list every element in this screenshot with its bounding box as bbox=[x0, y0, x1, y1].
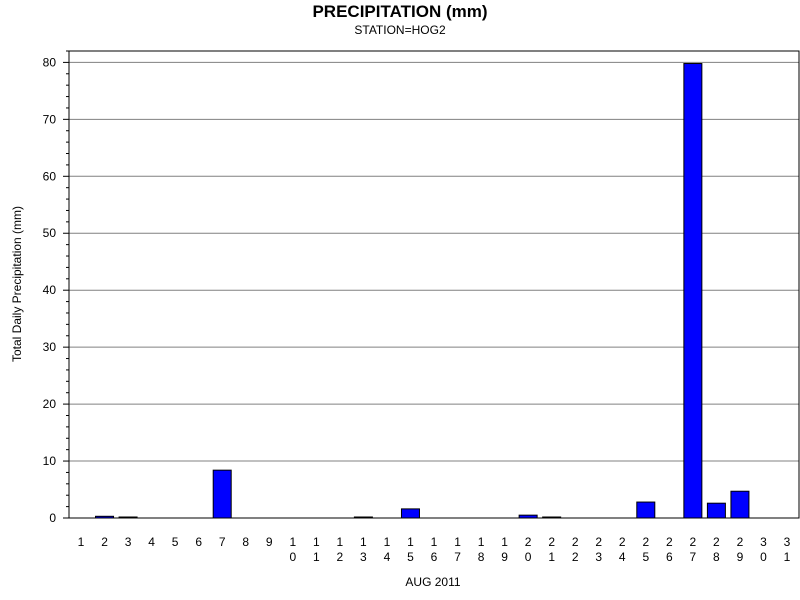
x-tick-label: 9 bbox=[266, 535, 273, 549]
y-tick-label: 60 bbox=[43, 169, 57, 183]
y-tick-label: 20 bbox=[43, 397, 57, 411]
plot-area-frame bbox=[68, 50, 800, 519]
bar-day-29 bbox=[730, 490, 750, 519]
x-tick-label: 3 bbox=[125, 535, 132, 549]
chart-subtitle: STATION=HOG2 bbox=[354, 23, 446, 37]
x-tick-label: 4 bbox=[148, 535, 155, 549]
bar-day-27 bbox=[683, 63, 703, 519]
bar-day-15 bbox=[400, 508, 420, 519]
x-axis-label: AUG 2011 bbox=[405, 575, 460, 589]
y-tick-label: 40 bbox=[43, 283, 57, 297]
x-axis: 1 2 3 4 5 6 7 8 9 1 01 11 21 31 41 51 61 71 81 92 02 12 22 32 42… bbox=[78, 535, 791, 564]
y-axis: 0 10 20 30 40 50 60 70 80 bbox=[43, 50, 69, 525]
y-tick-label: 10 bbox=[43, 454, 57, 468]
bar-day-7 bbox=[212, 469, 232, 519]
x-tick-label: 7 bbox=[219, 535, 226, 549]
x-tick-label: 6 bbox=[195, 535, 202, 549]
x-tick-label: 5 bbox=[172, 535, 179, 549]
bar-day-28 bbox=[706, 502, 726, 519]
bars bbox=[95, 63, 750, 519]
y-tick-label: 70 bbox=[43, 112, 57, 126]
y-tick-label: 30 bbox=[43, 340, 57, 354]
y-tick-label: 80 bbox=[43, 55, 57, 69]
x-tick-label: 8 bbox=[242, 535, 249, 549]
x-tick-label: 2 bbox=[101, 535, 108, 549]
y-tick-label: 50 bbox=[43, 226, 57, 240]
y-axis-label: Total Daily Precipitation (mm) bbox=[10, 206, 24, 362]
bar-day-25 bbox=[636, 501, 656, 519]
gridlines bbox=[69, 61, 799, 462]
y-tick-label: 0 bbox=[49, 511, 56, 525]
x-tick-label: 1 bbox=[78, 535, 85, 549]
chart-title: PRECIPITATION (mm) bbox=[312, 2, 487, 21]
